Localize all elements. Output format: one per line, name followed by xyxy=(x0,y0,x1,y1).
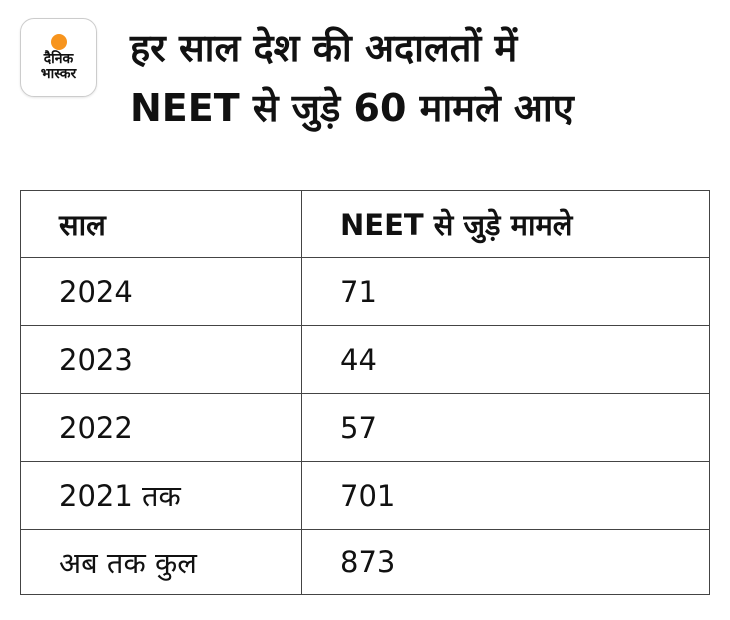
logo-line1: दैनिक xyxy=(43,50,74,67)
cases-table: साल NEET से जुड़े मामले 2024 71 2023 44 20… xyxy=(20,190,710,595)
cell-year: 2023 xyxy=(20,325,302,394)
table-row: अब तक कुल 873 xyxy=(20,529,710,595)
cell-cases: 57 xyxy=(301,393,710,462)
cell-cases: 44 xyxy=(301,325,710,394)
table-row: 2023 44 xyxy=(20,325,710,394)
cell-cases: 873 xyxy=(301,529,710,595)
sun-icon xyxy=(50,33,67,50)
cell-year: अब तक कुल xyxy=(20,529,302,595)
logo-line2: भास्कर xyxy=(40,65,77,82)
page-title: हर साल देश की अदालतों में NEET से जुड़े … xyxy=(130,18,720,138)
header-year: साल xyxy=(20,190,302,258)
table-row: 2024 71 xyxy=(20,257,710,326)
cell-year: 2022 xyxy=(20,393,302,462)
cell-cases: 701 xyxy=(301,461,710,530)
dainik-bhaskar-logo: दैनिक भास्कर xyxy=(20,18,97,97)
table-header: साल NEET से जुड़े मामले xyxy=(20,190,710,258)
title-line1: हर साल देश की अदालतों में xyxy=(130,26,518,70)
cell-year: 2024 xyxy=(20,257,302,326)
cell-year: 2021 तक xyxy=(20,461,302,530)
table-row: 2021 तक 701 xyxy=(20,461,710,530)
table-row: 2022 57 xyxy=(20,393,710,462)
cell-cases: 71 xyxy=(301,257,710,326)
title-line2: NEET से जुड़े 60 मामले आए xyxy=(130,86,574,130)
header-cases: NEET से जुड़े मामले xyxy=(301,190,710,258)
